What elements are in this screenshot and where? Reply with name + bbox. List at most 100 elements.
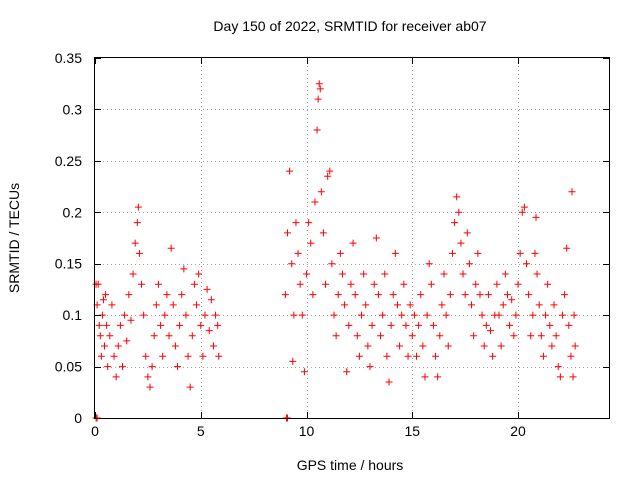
- data-point: [300, 368, 308, 376]
- data-point: [571, 342, 579, 350]
- data-point: [506, 321, 514, 329]
- data-point: [556, 373, 564, 381]
- data-point: [408, 332, 416, 340]
- data-point: [372, 234, 380, 242]
- data-point: [159, 352, 167, 360]
- data-point: [138, 280, 146, 288]
- data-point: [214, 321, 222, 329]
- data-point: [203, 285, 211, 293]
- data-point: [465, 260, 473, 268]
- axis-ticks: [95, 58, 609, 419]
- data-point: [106, 332, 114, 340]
- data-point: [366, 363, 374, 371]
- data-point: [516, 249, 524, 257]
- data-point: [368, 321, 376, 329]
- data-point: [455, 208, 463, 216]
- data-point: [332, 332, 340, 340]
- data-point: [440, 270, 448, 278]
- data-point: [298, 311, 306, 319]
- data-point: [393, 301, 401, 309]
- data-point: [402, 321, 410, 329]
- x-axis-label: GPS time / hours: [297, 457, 404, 473]
- data-point: [482, 321, 490, 329]
- data-point: [429, 321, 437, 329]
- data-point: [182, 311, 190, 319]
- data-point: [190, 280, 198, 288]
- chart-title: Day 150 of 2022, SRMTID for receiver ab0…: [213, 18, 486, 34]
- data-point: [307, 239, 315, 247]
- y-tick-label: 0.15: [55, 256, 82, 272]
- data-point: [171, 342, 179, 350]
- data-point: [104, 363, 112, 371]
- data-point: [362, 301, 370, 309]
- data-point: [374, 291, 382, 299]
- data-point: [565, 321, 573, 329]
- data-point: [568, 188, 576, 196]
- data-point: [520, 203, 528, 211]
- data-point: [532, 213, 540, 221]
- data-point: [436, 332, 444, 340]
- data-point: [379, 311, 387, 319]
- data-point: [303, 270, 311, 278]
- data-point: [102, 291, 110, 299]
- grid-lines: [95, 58, 609, 418]
- data-point: [358, 311, 366, 319]
- data-point: [334, 291, 342, 299]
- y-tick-label: 0.25: [55, 153, 82, 169]
- data-point: [453, 193, 461, 201]
- data-point: [353, 332, 361, 340]
- data-point: [197, 321, 205, 329]
- data-point: [116, 321, 124, 329]
- data-point: [311, 198, 319, 206]
- data-point: [364, 342, 372, 350]
- data-point: [212, 311, 220, 319]
- data-point: [288, 260, 296, 268]
- data-point: [427, 280, 435, 288]
- data-point: [417, 291, 425, 299]
- data-point: [480, 342, 488, 350]
- data-point: [133, 219, 141, 227]
- data-point: [286, 167, 294, 175]
- data-point: [127, 316, 135, 324]
- data-point: [415, 321, 423, 329]
- data-point: [370, 280, 378, 288]
- data-point: [345, 321, 353, 329]
- data-point: [140, 311, 148, 319]
- data-point: [525, 291, 533, 299]
- data-point: [96, 332, 104, 340]
- data-point: [563, 244, 571, 252]
- data-point: [328, 260, 336, 268]
- data-point: [537, 332, 545, 340]
- data-point: [341, 301, 349, 309]
- data-point: [110, 352, 118, 360]
- data-point: [501, 270, 509, 278]
- data-point: [472, 280, 480, 288]
- data-point: [180, 265, 188, 273]
- data-point: [165, 332, 173, 340]
- data-point: [186, 383, 194, 391]
- data-point: [283, 229, 291, 237]
- data-point: [531, 249, 539, 257]
- data-point: [103, 321, 111, 329]
- data-point: [343, 368, 351, 376]
- data-point: [319, 229, 327, 237]
- data-point: [207, 296, 215, 304]
- data-point: [154, 280, 162, 288]
- data-point: [195, 270, 203, 278]
- data-point: [349, 239, 357, 247]
- y-tick-labels: 0 0.05 0.1 0.15 0.2 0.25 0.3 0.35: [55, 50, 82, 426]
- data-point: [215, 352, 223, 360]
- data-point: [489, 352, 497, 360]
- data-point: [315, 80, 323, 88]
- data-point: [487, 327, 495, 335]
- data-point: [161, 311, 169, 319]
- data-point: [398, 311, 406, 319]
- data-point: [423, 311, 431, 319]
- data-point: [497, 342, 505, 350]
- data-point: [468, 301, 476, 309]
- data-point: [419, 342, 427, 350]
- data-point: [135, 249, 143, 257]
- data-point: [157, 321, 165, 329]
- y-tick-label: 0: [74, 410, 82, 426]
- data-point: [389, 291, 397, 299]
